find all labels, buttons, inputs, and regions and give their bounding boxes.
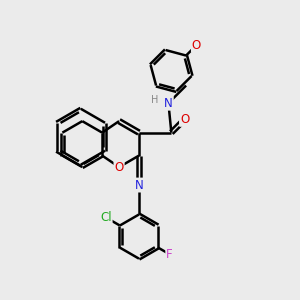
Text: Cl: Cl bbox=[100, 211, 112, 224]
Text: O: O bbox=[192, 39, 201, 52]
Text: O: O bbox=[115, 160, 124, 174]
Text: N: N bbox=[135, 178, 143, 191]
Text: N: N bbox=[164, 97, 173, 110]
Text: H: H bbox=[152, 95, 159, 105]
Text: O: O bbox=[180, 113, 189, 126]
Text: F: F bbox=[166, 248, 173, 261]
